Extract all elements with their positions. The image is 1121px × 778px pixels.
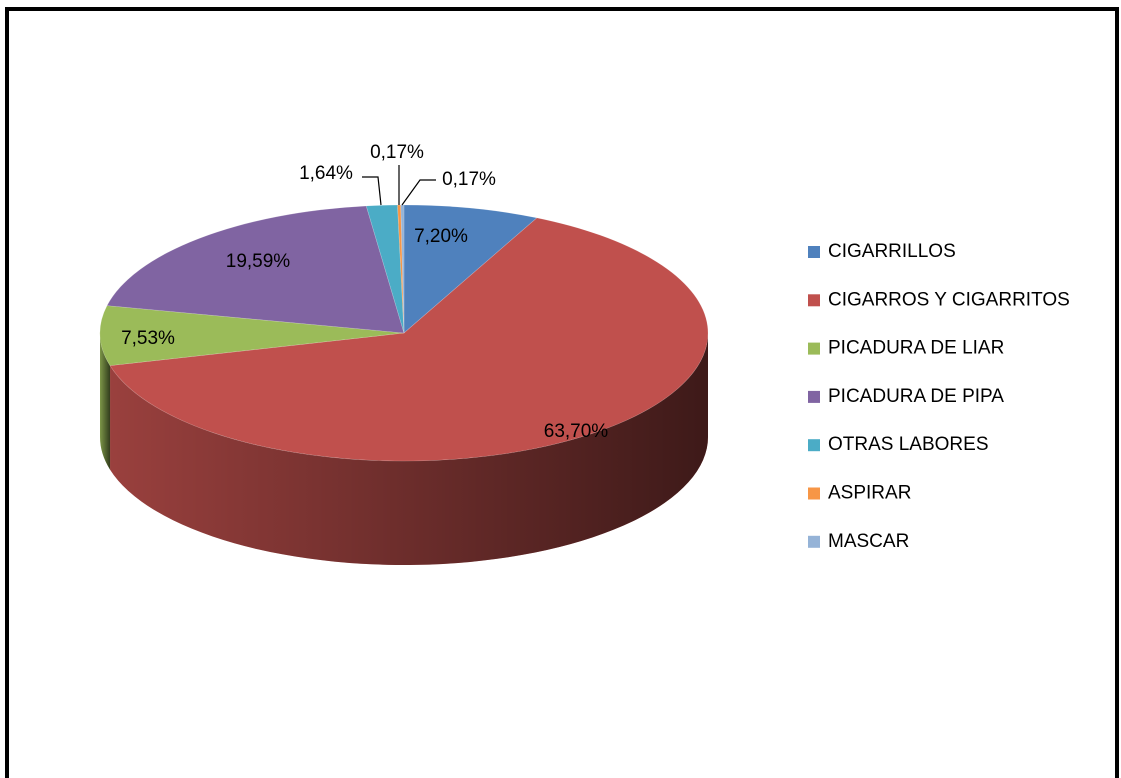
data-label: 19,59% bbox=[226, 251, 291, 272]
data-label: 0,17% bbox=[442, 169, 496, 190]
legend-label: OTRAS LABORES bbox=[828, 434, 989, 455]
slice-side-shade bbox=[100, 333, 111, 470]
slice bbox=[397, 204, 405, 334]
data-label: 7,20% bbox=[414, 226, 468, 247]
legend-swatch bbox=[808, 535, 820, 548]
data-label: 0,17% bbox=[370, 142, 424, 163]
frame bbox=[5, 7, 1119, 778]
data-label: 1,64% bbox=[299, 163, 353, 184]
legend-label: MASCAR bbox=[828, 531, 909, 552]
legend-label: ASPIRAR bbox=[828, 483, 911, 504]
slice bbox=[106, 205, 405, 334]
legend-label: CIGARROS Y CIGARRITOS bbox=[828, 289, 1070, 310]
slice bbox=[365, 204, 405, 334]
legend-swatch bbox=[808, 390, 820, 403]
legend-swatch bbox=[808, 246, 820, 258]
data-label: 7,53% bbox=[121, 328, 175, 349]
legend-label: PICADURA DE LIAR bbox=[828, 338, 1004, 359]
data-label: 63,70% bbox=[544, 421, 609, 442]
slice bbox=[403, 204, 538, 334]
legend-label: PICADURA DE PIPA bbox=[828, 386, 1004, 407]
legend-swatch bbox=[808, 294, 820, 307]
legend-swatch bbox=[808, 487, 820, 500]
slice bbox=[109, 217, 709, 462]
slice-side-shade bbox=[110, 333, 708, 565]
leader-line bbox=[401, 179, 436, 206]
leader-line bbox=[362, 176, 382, 206]
legend-label: CIGARRILLOS bbox=[828, 241, 956, 262]
legend-swatch bbox=[808, 342, 820, 355]
slice bbox=[99, 305, 405, 366]
legend-swatch bbox=[808, 439, 820, 452]
